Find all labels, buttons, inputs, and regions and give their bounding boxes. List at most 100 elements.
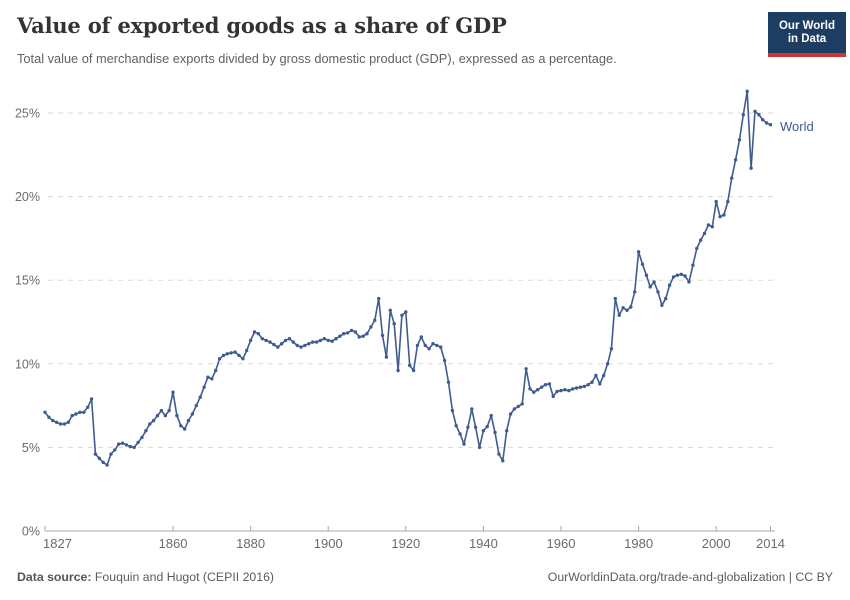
data-point-marker [481,429,486,433]
data-point-marker [508,412,513,416]
data-point-marker [171,390,175,394]
data-point-marker [567,388,571,393]
data-point-marker [625,308,629,312]
y-axis-tick-label: 10% [15,357,40,371]
data-point-marker [214,368,218,373]
data-point-marker [543,383,548,387]
data-point-marker [408,363,412,368]
x-axis-tick-label: 1940 [469,536,498,551]
data-point-marker [435,343,439,348]
data-point-marker [683,274,687,278]
data-point-marker [454,424,458,428]
data-point-marker [291,340,295,344]
data-point-marker [183,427,187,431]
data-point-marker [54,420,59,424]
data-source-note: Data source: Fouquin and Hugot (CEPII 20… [17,570,274,584]
data-point-marker [446,380,451,384]
data-point-marker [477,445,482,450]
data-point-marker [551,394,555,399]
data-point-marker [373,318,377,322]
data-point-marker [489,413,493,418]
data-point-marker [140,435,144,440]
data-point-marker [43,410,47,414]
data-point-marker [695,246,699,251]
data-point-marker [248,338,253,343]
data-point-marker [466,425,470,429]
x-axis-tick-label: 2014 [756,536,785,551]
data-point-marker [109,452,113,456]
data-point-marker [155,413,160,418]
data-source-label: Data source: [17,570,92,584]
data-point-marker [442,358,447,363]
x-axis-tick-label: 1980 [624,536,653,551]
data-point-marker [714,199,718,204]
data-point-marker [462,442,466,446]
data-point-marker [229,351,233,355]
data-point-marker [342,332,346,336]
data-point-marker [194,403,198,408]
data-point-marker [82,410,86,414]
data-point-marker [105,463,109,467]
data-point-marker [594,373,598,378]
data-point-marker [702,231,707,236]
data-point-marker [722,213,726,217]
data-point-marker [163,413,167,418]
data-point-marker [396,368,400,373]
data-point-marker [528,387,532,391]
y-axis-tick-label: 15% [15,274,40,288]
data-point-marker [62,422,67,426]
owid-logo: Our World in Data [768,12,846,57]
data-point-marker [493,430,497,435]
data-point-marker [691,263,695,267]
data-point-marker [404,310,408,314]
data-point-marker [338,334,342,338]
data-point-marker [349,328,354,333]
data-point-marker [675,273,680,277]
data-point-marker [431,342,435,346]
data-point-marker [602,373,606,378]
data-point-marker [532,390,536,394]
data-point-marker [377,296,381,301]
data-point-marker [687,280,691,284]
series-line-world [44,90,772,466]
data-point-marker [629,305,633,309]
data-point-marker [268,340,272,344]
data-point-marker [272,342,276,347]
x-axis-tick-label: 1920 [391,536,420,551]
data-point-marker [613,296,617,301]
data-point-marker [365,332,369,336]
data-point-marker [439,345,443,349]
data-point-marker [237,353,241,358]
data-point-marker [737,138,742,142]
y-axis-tick-label: 5% [22,441,40,455]
data-point-marker [718,215,722,219]
data-point-marker [559,388,563,393]
data-point-marker [423,343,427,348]
data-point-marker [303,343,307,348]
data-point-marker [679,272,683,276]
chart-subtitle: Total value of merchandise exports divid… [17,51,617,66]
data-point-marker [101,460,105,465]
data-point-marker [458,432,462,436]
data-point-marker [644,273,649,277]
data-point-marker [369,325,373,329]
data-point-marker [699,238,703,242]
data-point-marker [190,412,195,416]
data-point-marker [745,89,749,94]
data-point-marker [345,331,350,335]
data-point-marker [256,332,261,336]
data-point-marker [120,441,125,445]
owid-url-license[interactable]: OurWorldinData.org/trade-and-globalizati… [547,570,833,584]
data-point-marker [245,348,249,353]
data-point-marker [97,456,102,460]
data-point-marker [334,337,338,341]
data-point-marker [516,404,520,409]
data-point-marker [233,350,237,354]
data-point-marker [74,412,78,416]
data-point-marker [570,387,575,391]
data-point-marker [710,225,714,229]
owid-logo-text-line1: Our World [778,19,835,32]
data-point-marker [78,410,82,414]
data-point-marker [633,290,637,294]
data-point-marker [664,296,668,301]
